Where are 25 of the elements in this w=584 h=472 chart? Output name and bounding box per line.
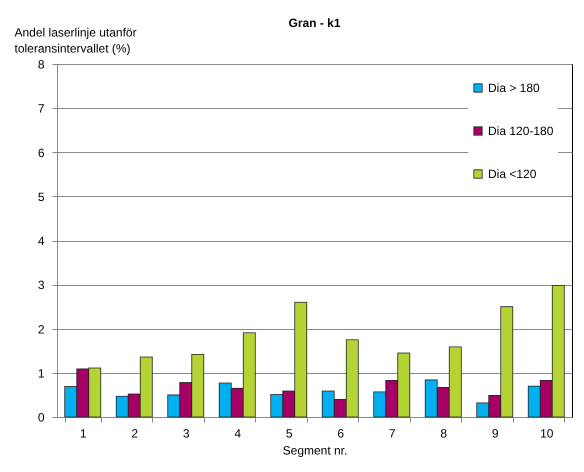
x-tick-label: 4 <box>234 426 242 440</box>
y-tick-label: 1 <box>38 366 45 380</box>
legend-label: Dia <120 <box>488 167 537 181</box>
x-tick-label: 2 <box>131 426 138 440</box>
x-tick-label: 3 <box>182 426 190 440</box>
x-tick-label: 6 <box>337 426 344 440</box>
y-tick-label: 6 <box>38 146 45 160</box>
x-tick-label: 5 <box>286 426 293 440</box>
x-tick-label: 7 <box>388 426 396 440</box>
legend-label: Dia > 180 <box>488 81 540 95</box>
x-tick-label: 8 <box>440 426 448 440</box>
y-axis-title: Andel laserlinje utanför toleransintervallet (%) <box>14 26 137 56</box>
y-tick-label: 4 <box>38 234 45 248</box>
y-tick-label: 0 <box>38 410 45 424</box>
y-tick-label: 8 <box>38 58 45 72</box>
chart-title: Gran - k1 <box>288 16 341 30</box>
x-tick-label: 9 <box>492 426 499 440</box>
y-tick-label: 5 <box>38 190 45 204</box>
legend-label: Dia 120-180 <box>488 124 554 138</box>
x-axis-title: Segment nr. <box>282 444 348 458</box>
y-tick-label: 7 <box>38 102 45 116</box>
x-tick-label: 1 <box>80 426 87 440</box>
y-tick-label: 2 <box>38 322 45 336</box>
y-tick-label: 3 <box>38 278 45 292</box>
x-tick-label: 10 <box>540 426 554 440</box>
